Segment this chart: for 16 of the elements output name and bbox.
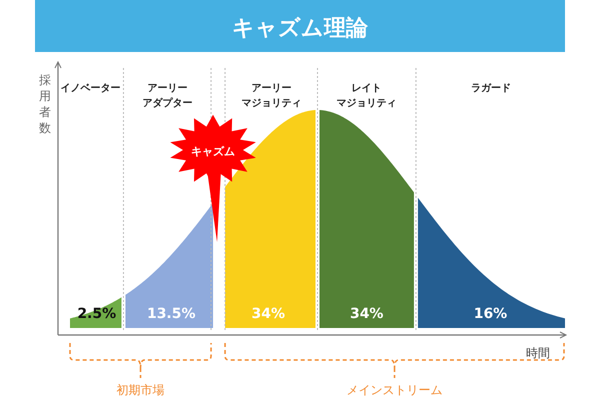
category-label: アーリーアダプター [142, 83, 192, 109]
category-label: ラガード [470, 83, 511, 94]
text: メインストリーム [346, 383, 443, 397]
text: 初期市場 [116, 383, 165, 397]
text: 時間 [526, 346, 550, 360]
text: 採用者数 [39, 73, 51, 135]
category-label: イノベーター [60, 83, 121, 94]
data-label: 13.5% [146, 306, 196, 322]
data-label: 34% [350, 306, 384, 322]
data-label: 2.5% [77, 306, 116, 322]
text: キャズム [191, 145, 236, 158]
data-label: 34% [252, 306, 286, 322]
text: キャズム理論 [232, 16, 369, 41]
category-label: アーリーマジョリティ [241, 83, 302, 109]
category-label: レイトマジョリティ [336, 83, 397, 109]
data-label: 16% [474, 306, 508, 322]
